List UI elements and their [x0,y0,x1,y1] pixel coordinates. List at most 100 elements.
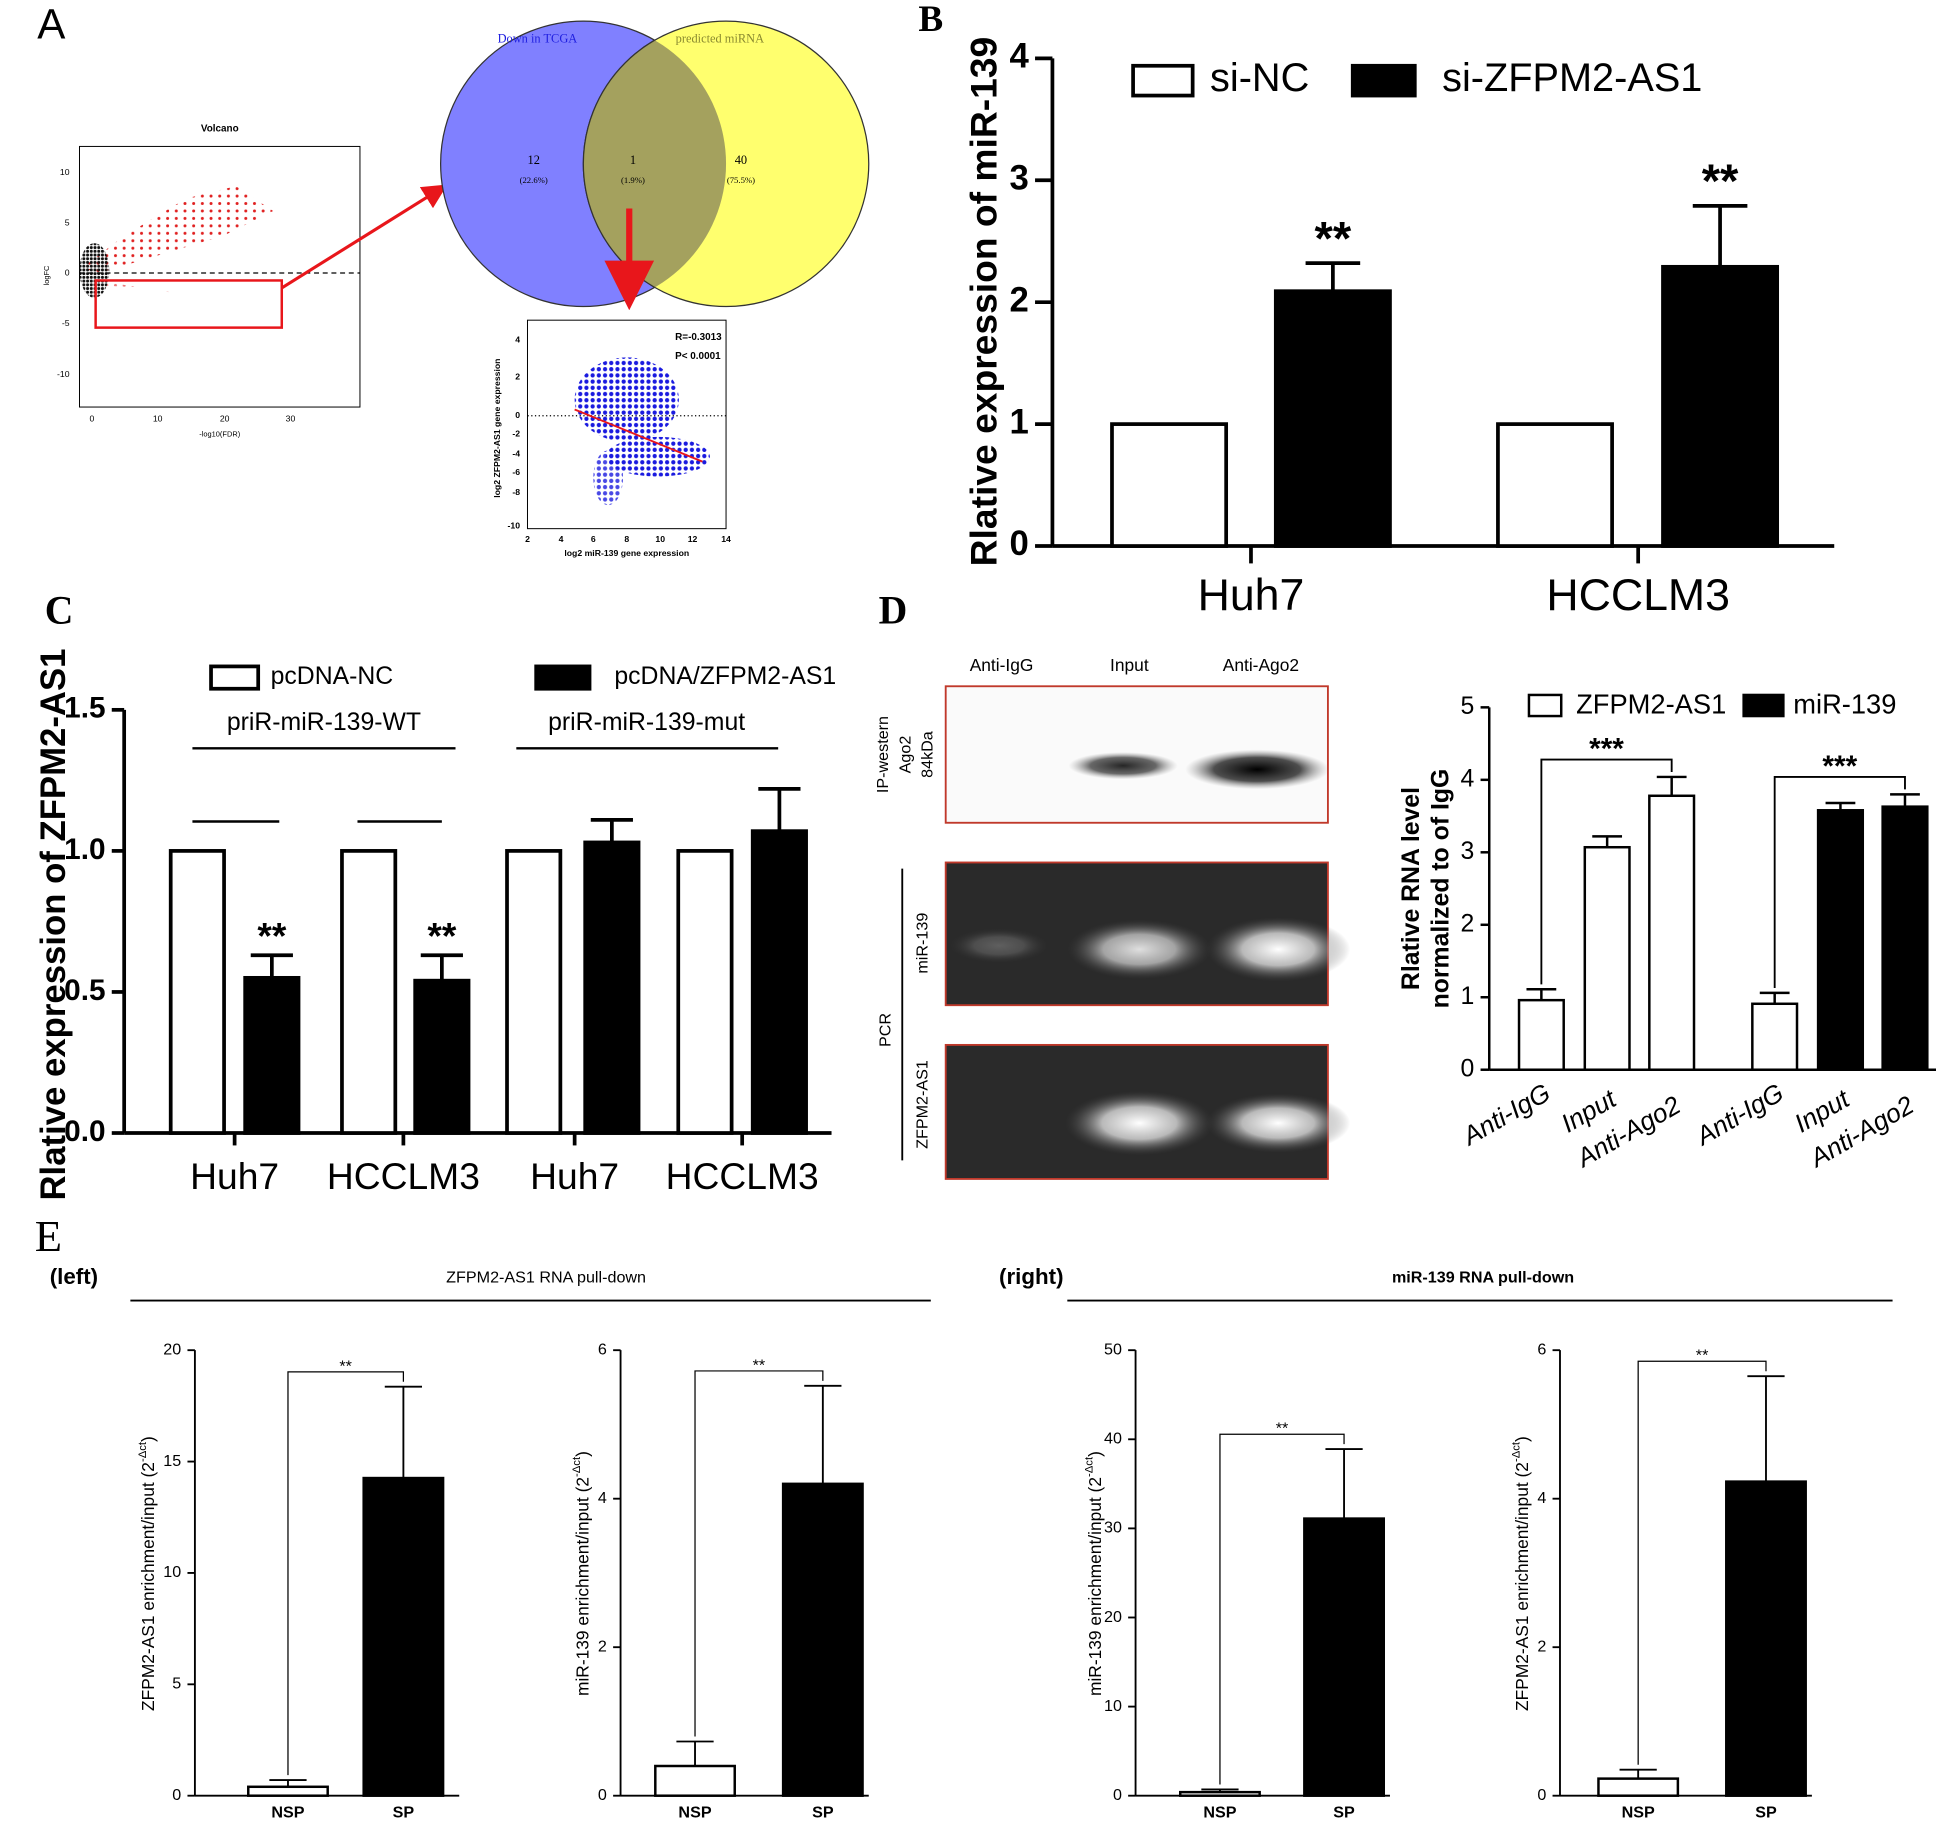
correlation-plot: R=-0.3013 P< 0.0001 4 2 0 -2 -4 -6 -8 -1… [492,319,731,558]
y-axis-label-text: ) [1084,1451,1104,1457]
blot-label: IP-western [874,716,892,793]
stat-label: R=-0.3013 [675,332,722,343]
lane-label: Input [1110,655,1149,675]
panel-label: E [35,1211,62,1261]
y-axis-label: log2 ZFPM2-AS1 gene expression [492,358,502,497]
blot-label: ZFPM2-AS1 [914,1060,932,1149]
x-tick-label: 20 [220,414,230,424]
bar [1751,1002,1799,1071]
legend-label: pcDNA/ZFPM2-AS1 [614,663,836,690]
arrow [280,184,448,290]
bar [676,849,734,1135]
section-tag: (right) [999,1264,1063,1289]
y-tick-label: 4 [515,334,520,344]
y-tick-label: 4 [1010,37,1030,75]
venn-title: predicted miRNA [676,32,764,46]
y-tick-label: 0 [65,267,70,277]
legend-label: ZFPM2-AS1 [1576,688,1726,719]
significance: ** [753,1356,766,1374]
x-tick-label: 8 [624,534,629,544]
significance: ** [1702,154,1739,207]
x-tick-label: 2 [525,534,530,544]
x-tick-label: SP [812,1803,834,1821]
x-tick-label: SP [1333,1803,1355,1821]
y-tick-label: 2 [1537,1637,1546,1655]
y-tick-label: -10 [57,369,70,379]
y-tick-label: 0 [1010,525,1029,563]
venn-percent: (22.6%) [520,175,548,185]
dot-cloud [81,186,274,274]
bar [340,849,398,1135]
legend-swatch [1131,63,1195,98]
y-axis-label-text: ) [138,1436,158,1442]
x-tick-label: SP [393,1803,415,1821]
blot-band [1185,749,1330,790]
y-tick-label: 6 [1537,1340,1546,1358]
y-tick-label: 20 [163,1340,181,1358]
x-tick-label: NSP [1203,1803,1236,1821]
y-tick-label: -2 [512,429,520,439]
section-title: ZFPM2-AS1 RNA pull-down [446,1268,646,1286]
section-tag: (left) [50,1264,98,1289]
legend-label: miR-139 [1793,688,1896,719]
bar [362,1476,445,1797]
x-tick-label: 6 [591,534,596,544]
blot-label: Ago2 [896,736,914,774]
significance: ** [339,1357,352,1375]
comparison-bracket [694,1370,824,1737]
y-tick-label: 3 [1010,159,1029,197]
y-tick-label: 0 [1537,1786,1546,1804]
panel-label: D [879,588,908,632]
venn-count: 1 [630,153,636,167]
x-tick-label: SP [1755,1803,1777,1821]
y-tick-label: 2 [515,372,520,382]
y-axis-label: Rlative expression of miR-139 [962,37,1004,567]
x-tick-label: Huh7 [530,1155,619,1197]
blot-label: 84kDa [919,731,937,778]
y-tick-label: 0.5 [64,974,105,1007]
x-tick-label: 0 [89,414,94,424]
bar [1273,289,1392,548]
section-title: miR-139 RNA pull-down [1392,1268,1574,1286]
bar [750,829,808,1135]
y-tick-label: -6 [512,467,520,477]
legend-swatch [1527,693,1563,718]
venn-diagram: Down in TCGA predicted miRNA 12 (22.6%) … [439,20,870,311]
gel-band [1206,917,1351,982]
comparison-bracket [287,1371,405,1776]
x-tick-label: NSP [1622,1803,1655,1821]
bar [1496,422,1614,548]
legend-label: si-ZFPM2-AS1 [1442,56,1702,100]
gel-band [1206,1093,1351,1153]
comparison-bracket [1219,1433,1345,1785]
highlight-box [94,279,284,329]
volcano-title: Volcano [201,124,239,135]
y-tick-label: -4 [512,448,520,458]
significance: ** [1315,211,1352,264]
volcano-plot: Volcano 10 5 0 -5 -10 0 10 20 30 -log10(… [42,124,448,438]
bar [1583,845,1631,1071]
bar [413,978,471,1135]
blot-panel: Anti-IgG Input Anti-Ago2 IP-western Ago2… [874,655,1351,1180]
bar [654,1764,736,1797]
bar [1597,1777,1680,1797]
legend-swatch [1742,693,1785,718]
bar [1661,264,1780,548]
dot-cloud [593,450,624,506]
trend-line [574,408,703,463]
legend-swatch [209,664,261,691]
bar [243,975,301,1135]
venn-count: 40 [735,153,747,167]
x-tick-label: HCCLM3 [666,1155,819,1197]
bar [505,849,563,1135]
y-tick-label: -8 [512,487,520,497]
y-tick-label: 0 [515,410,520,420]
gel-band [1064,1090,1214,1156]
y-axis-label: Rlative RNA level [1398,787,1425,990]
x-axis-label: log2 miR-139 gene expression [564,548,689,558]
x-tick-label: Anti-IgG [1456,1077,1555,1152]
bar [168,849,226,1135]
x-tick-label: 12 [688,534,698,544]
